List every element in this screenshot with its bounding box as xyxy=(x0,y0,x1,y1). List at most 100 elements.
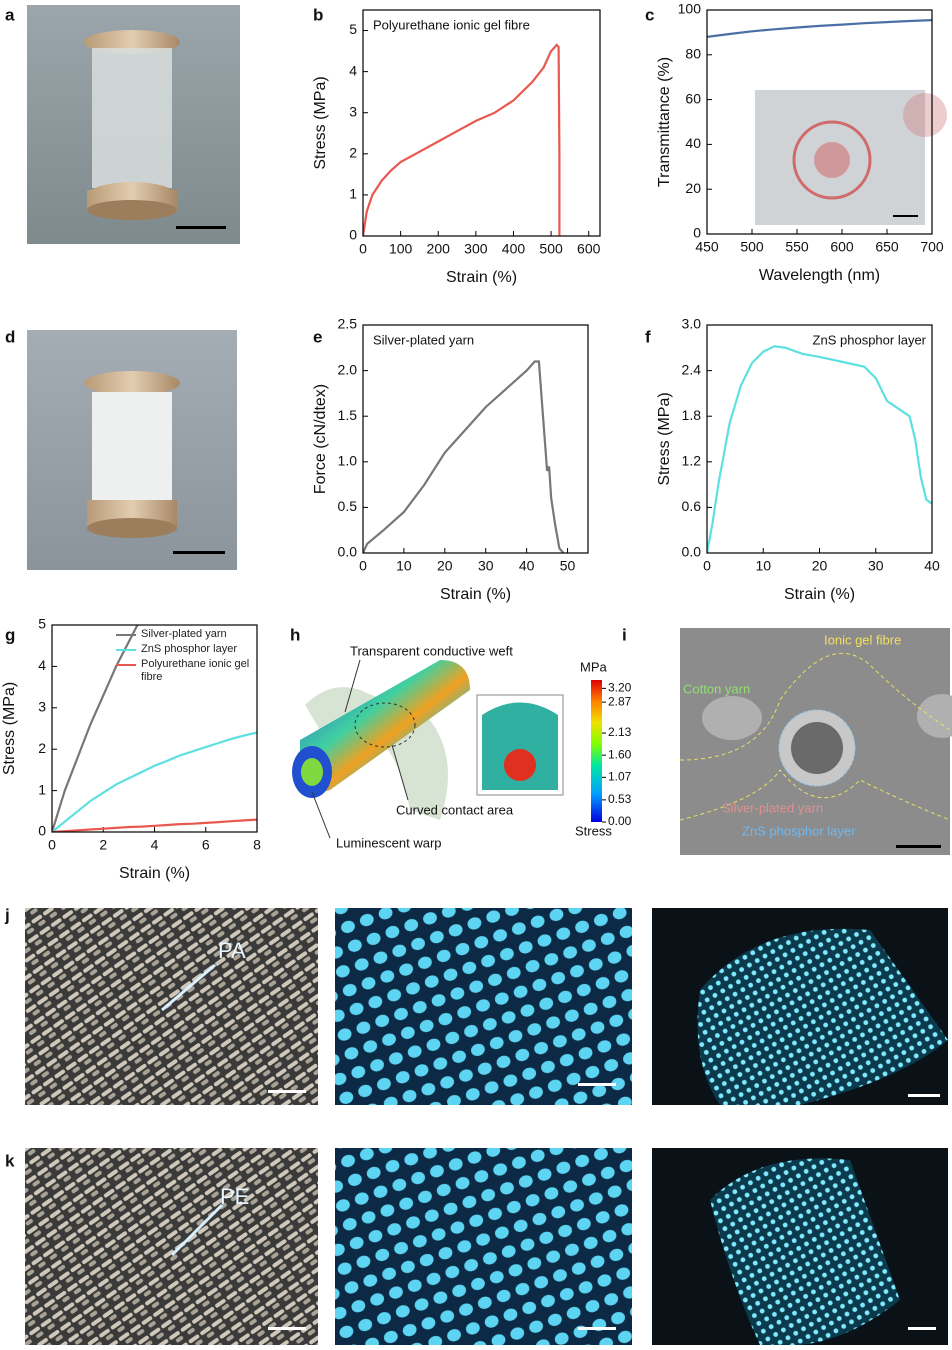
x-tick-label: 700 xyxy=(920,239,944,255)
x-tick-label: 0 xyxy=(359,241,367,257)
colorbar-tick-label: 1.07 xyxy=(608,769,632,783)
colorbar-tick-label: 2.87 xyxy=(608,694,632,708)
x-tick-label: 6 xyxy=(202,837,210,853)
y-tick-label: 4 xyxy=(38,657,46,673)
x-tick-label: 4 xyxy=(151,837,159,853)
y-tick-label: 1.8 xyxy=(682,407,702,423)
y-tick-label: 20 xyxy=(685,180,701,196)
x-tick-label: 30 xyxy=(868,558,884,574)
y-tick-label: 2.0 xyxy=(338,361,358,377)
panel-label: d xyxy=(5,327,15,346)
y-tick-label: 0 xyxy=(693,225,701,241)
x-tick-label: 10 xyxy=(396,558,412,574)
y-tick-label: 100 xyxy=(678,1,702,17)
chart-title: ZnS phosphor layer xyxy=(813,332,927,347)
x-tick-label: 8 xyxy=(253,837,261,853)
x-tick-label: 500 xyxy=(740,239,764,255)
y-tick-label: 5 xyxy=(349,21,357,37)
x-tick-label: 550 xyxy=(785,239,809,255)
x-tick-label: 10 xyxy=(755,558,771,574)
legend-item: Silver-plated yarn xyxy=(116,628,256,641)
axes-frame xyxy=(51,624,258,833)
y-tick-label: 5 xyxy=(38,616,46,632)
panel-label: i xyxy=(622,625,627,644)
image-label: PA xyxy=(218,938,246,963)
y-tick-label: 2.4 xyxy=(682,361,702,377)
x-tick-label: 0 xyxy=(48,837,56,853)
panel-label: b xyxy=(313,5,323,24)
x-axis-label: Strain (%) xyxy=(440,586,511,603)
colorbar-tick-label: 3.20 xyxy=(608,681,632,695)
x-tick-label: 40 xyxy=(519,558,535,574)
legend-label: Polyurethane ionic gel fibre xyxy=(141,658,250,683)
diagram-label: Luminescent warp xyxy=(336,835,442,850)
legend-swatch xyxy=(116,664,136,666)
fem-diagram xyxy=(292,659,602,839)
inset-photo xyxy=(755,90,947,225)
photo-spool-a xyxy=(27,5,240,244)
y-tick-label: 3 xyxy=(38,699,46,715)
diagram-label: Curved contact area xyxy=(396,802,514,817)
legend-item: ZnS phosphor layer xyxy=(116,643,256,656)
y-axis-label: Stress (MPa) xyxy=(656,392,673,485)
colorbar-tick-label: 0.53 xyxy=(608,792,632,806)
legend-label: ZnS phosphor layer xyxy=(141,643,237,655)
y-tick-label: 40 xyxy=(685,135,701,151)
colorbar-title: Stress xyxy=(575,823,612,838)
y-tick-label: 2 xyxy=(349,145,357,161)
fabric-photos xyxy=(25,908,948,1345)
y-tick-label: 3.0 xyxy=(682,316,702,332)
legend-item: Polyurethane ionic gel fibre xyxy=(116,658,256,684)
data-line xyxy=(363,43,561,236)
legend-swatch xyxy=(116,634,136,636)
x-tick-label: 400 xyxy=(502,241,526,257)
image-label: Cotton yarn xyxy=(683,681,750,696)
y-tick-label: 80 xyxy=(685,46,701,62)
x-tick-label: 20 xyxy=(812,558,828,574)
data-line xyxy=(52,818,257,832)
y-tick-label: 0.0 xyxy=(338,544,358,560)
data-line xyxy=(707,19,932,38)
y-tick-label: 2.5 xyxy=(338,316,358,332)
x-tick-label: 500 xyxy=(539,241,563,257)
data-line xyxy=(363,360,565,553)
x-tick-label: 0 xyxy=(359,558,367,574)
y-tick-label: 3 xyxy=(349,103,357,119)
panel-label: g xyxy=(5,625,15,644)
y-tick-label: 0.6 xyxy=(682,498,702,514)
colorbar-tick-label: 1.60 xyxy=(608,747,632,761)
diagram-label: Transparent conductive weft xyxy=(350,643,513,658)
x-tick-label: 20 xyxy=(437,558,453,574)
y-tick-label: 1.5 xyxy=(338,407,358,423)
data-line xyxy=(52,625,139,832)
y-axis-label: Transmittance (%) xyxy=(656,57,673,187)
x-tick-label: 40 xyxy=(924,558,940,574)
x-axis-label: Strain (%) xyxy=(784,586,855,603)
x-axis-label: Wavelength (nm) xyxy=(759,267,880,284)
data-line xyxy=(52,731,257,832)
panel-label: j xyxy=(4,905,10,924)
panel-label: a xyxy=(5,5,15,24)
panel-label: h xyxy=(290,625,300,644)
x-tick-label: 2 xyxy=(99,837,107,853)
x-tick-label: 50 xyxy=(560,558,576,574)
y-tick-label: 0.5 xyxy=(338,498,358,514)
colorbar-tick-label: 2.13 xyxy=(608,725,632,739)
x-tick-label: 650 xyxy=(875,239,899,255)
y-axis-label: Force (cN/dtex) xyxy=(312,384,329,494)
image-label: Ionic gel fibre xyxy=(824,632,901,647)
y-tick-label: 0.0 xyxy=(682,544,702,560)
y-tick-label: 1.2 xyxy=(682,453,702,469)
y-axis-label: Stress (MPa) xyxy=(1,682,18,775)
axes-frame xyxy=(706,9,933,235)
x-tick-label: 600 xyxy=(577,241,601,257)
panel-label: e xyxy=(313,327,322,346)
data-line xyxy=(707,345,932,553)
y-tick-label: 4 xyxy=(349,62,357,78)
y-tick-label: 2 xyxy=(38,740,46,756)
x-tick-label: 200 xyxy=(427,241,451,257)
panel-label: c xyxy=(645,5,654,24)
x-tick-label: 300 xyxy=(464,241,488,257)
